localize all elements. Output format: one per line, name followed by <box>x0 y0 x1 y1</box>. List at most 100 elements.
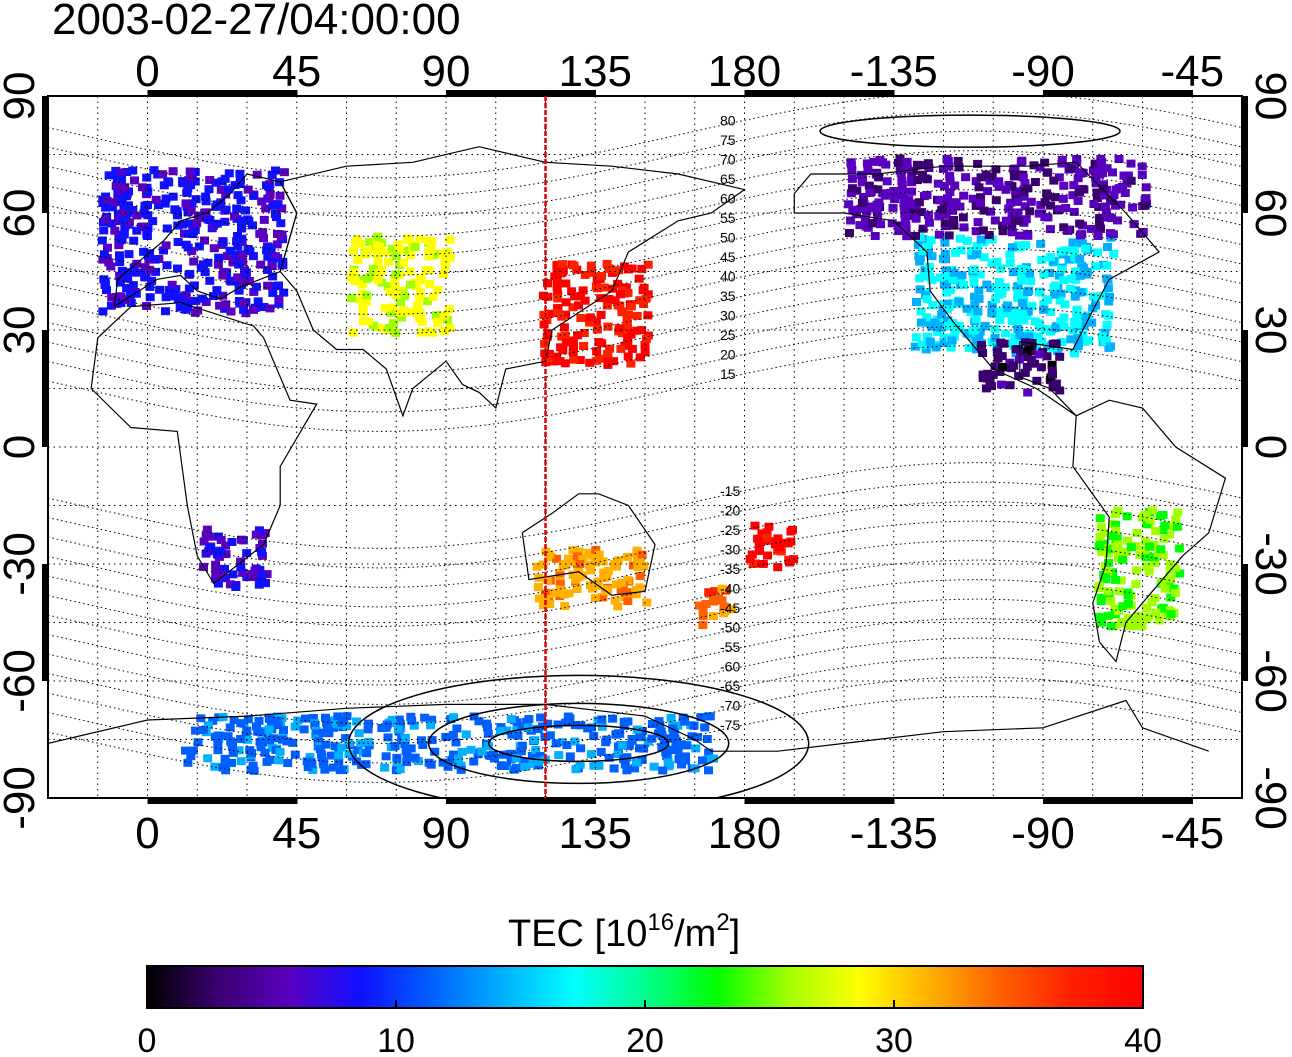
tec-cell <box>1060 300 1070 309</box>
tec-cell <box>190 177 200 186</box>
tec-cell <box>1059 223 1069 232</box>
tec-cell <box>1155 512 1165 520</box>
tec-cell <box>406 744 416 753</box>
tec-cell <box>368 264 378 273</box>
tec-cell <box>635 559 645 567</box>
tec-cell <box>1087 318 1097 327</box>
tec-cell <box>970 301 980 309</box>
tec-cell <box>258 539 267 548</box>
tec-cell <box>1087 224 1096 233</box>
tec-cell <box>536 713 546 722</box>
tec-cell <box>474 717 484 726</box>
right-latitude-label: 0 <box>1246 435 1292 459</box>
tec-cell <box>254 580 264 589</box>
tec-cell <box>1059 313 1069 322</box>
tec-cell <box>102 286 111 295</box>
right-latitude-label: 90 <box>1246 72 1292 121</box>
tec-cell <box>640 341 650 350</box>
tec-cell <box>900 213 910 222</box>
tec-cell <box>496 761 506 770</box>
tec-cell <box>495 727 505 735</box>
tec-cell <box>927 252 937 261</box>
tec-cell <box>237 234 247 243</box>
tec-cell <box>374 323 384 332</box>
tec-cell <box>137 183 147 192</box>
tec-cell <box>184 284 194 293</box>
tec-cell <box>635 353 645 362</box>
tec-cell <box>627 344 637 353</box>
tec-cell <box>132 268 142 277</box>
tec-cell <box>610 296 620 305</box>
tec-cell <box>867 219 877 228</box>
tec-cell <box>100 281 110 289</box>
tec-cell <box>1008 268 1018 277</box>
tec-cell <box>235 180 245 188</box>
tec-cell <box>572 265 582 274</box>
tec-cell <box>1013 289 1023 298</box>
tec-cell <box>921 345 931 354</box>
tec-cell <box>999 339 1009 348</box>
tec-cell <box>181 291 191 300</box>
tec-cell <box>1160 521 1170 530</box>
tec-cell <box>561 338 571 347</box>
tec-cell <box>992 257 1002 266</box>
magnetic-latitude-label: 30 <box>720 307 736 323</box>
tec-cell <box>506 715 516 724</box>
tec-cell <box>122 284 132 292</box>
tec-cell <box>386 308 396 317</box>
tec-cell <box>886 188 895 197</box>
figure-title: 2003-02-27/04:00:00 <box>52 0 461 44</box>
magnetic-latitude-label: 70 <box>720 151 736 167</box>
tec-cell <box>545 600 555 608</box>
magnetic-latitude-contour <box>48 325 1242 413</box>
tec-cell <box>214 731 224 740</box>
south-pole-contour <box>427 702 730 785</box>
tec-cell <box>232 237 242 246</box>
tec-cell <box>404 246 414 255</box>
tec-cell <box>162 224 172 233</box>
tec-cell <box>635 296 645 305</box>
tec-cell <box>466 745 476 754</box>
tec-cell <box>915 285 925 294</box>
tec-cell <box>579 342 589 350</box>
tec-cell <box>368 321 378 330</box>
tec-cell <box>1098 184 1108 193</box>
tec-cell <box>97 236 107 245</box>
tec-cell <box>99 250 109 259</box>
tec-cell <box>433 286 442 294</box>
tec-cell <box>649 762 659 771</box>
tec-cell <box>847 184 857 193</box>
tec-cell <box>264 725 274 734</box>
tec-cell <box>990 324 1000 333</box>
tec-cell <box>330 742 340 751</box>
tec-cell <box>111 166 121 175</box>
tec-cell <box>1096 523 1106 532</box>
tec-cell <box>589 732 599 740</box>
tec-cell <box>572 552 582 561</box>
tec-cell <box>337 766 347 774</box>
tec-cell <box>185 167 195 176</box>
tec-cell <box>1026 197 1036 206</box>
tec-cell <box>290 750 300 759</box>
tec-cell <box>143 187 153 196</box>
tec-cell <box>236 196 246 205</box>
tec-cell <box>948 276 958 285</box>
tec-cell <box>128 166 138 175</box>
tec-cell <box>773 563 783 572</box>
tec-cell <box>1103 284 1113 293</box>
tec-cell <box>694 601 704 610</box>
tec-cell <box>1023 307 1033 316</box>
south-pole-contour <box>487 724 670 763</box>
tec-cell <box>657 743 667 752</box>
tec-cell <box>922 313 932 322</box>
tec-cell <box>907 172 917 181</box>
tec-cell <box>1114 607 1123 616</box>
tec-cell <box>915 257 925 266</box>
tec-cell <box>1054 271 1064 280</box>
tec-cell <box>218 291 228 300</box>
magnetic-latitude-contour <box>48 559 1242 647</box>
tec-cell <box>138 222 148 231</box>
tec-cell <box>1121 548 1131 556</box>
tec-cell <box>1132 566 1141 575</box>
tec-cell <box>704 748 714 757</box>
